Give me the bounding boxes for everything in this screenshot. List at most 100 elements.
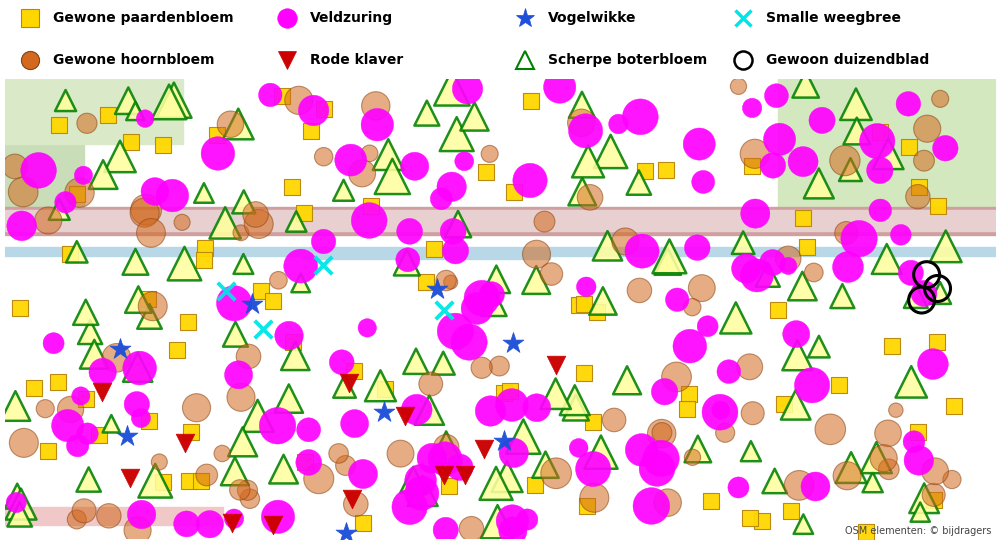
- Point: [690, 243, 706, 252]
- Point: [488, 275, 504, 283]
- Point: [496, 436, 512, 445]
- Point: [839, 472, 855, 480]
- Point: [73, 392, 89, 401]
- Point: [875, 454, 891, 462]
- Point: [797, 80, 813, 89]
- Point: [58, 198, 74, 207]
- Point: [548, 361, 564, 370]
- Point: [359, 324, 375, 332]
- Point: [868, 453, 884, 462]
- Point: [244, 300, 259, 308]
- Point: [265, 296, 281, 305]
- Point: [872, 128, 888, 137]
- Text: Veldzuring: Veldzuring: [310, 11, 393, 25]
- Point: [287, 352, 303, 360]
- Point: [60, 421, 76, 430]
- Point: [748, 209, 763, 218]
- Point: [438, 526, 454, 534]
- Point: [196, 255, 212, 264]
- Point: [869, 137, 885, 145]
- Bar: [778, 79, 996, 208]
- Point: [478, 168, 494, 177]
- Point: [438, 443, 454, 451]
- Point: [908, 292, 924, 300]
- Point: [694, 284, 710, 293]
- Point: [692, 140, 708, 149]
- Point: [528, 276, 544, 285]
- Point: [568, 403, 584, 412]
- Point: [274, 92, 290, 101]
- Point: [137, 208, 153, 217]
- Point: [925, 495, 941, 504]
- Point: [690, 444, 706, 453]
- Point: [13, 500, 29, 508]
- Point: [415, 487, 431, 495]
- Point: [579, 502, 595, 511]
- Point: [787, 401, 803, 409]
- Point: [82, 328, 98, 337]
- Point: [484, 290, 500, 299]
- Point: [338, 528, 354, 537]
- Point: [537, 217, 553, 226]
- Text: Gewone paardenbloem: Gewone paardenbloem: [53, 11, 234, 25]
- Point: [548, 389, 564, 398]
- Point: [384, 172, 400, 181]
- Point: [654, 429, 670, 438]
- Point: [482, 150, 498, 158]
- Point: [179, 520, 195, 528]
- Point: [843, 463, 859, 472]
- Point: [685, 303, 701, 312]
- Point: [712, 408, 728, 417]
- Point: [721, 367, 737, 376]
- Point: [143, 229, 159, 237]
- Point: [925, 360, 941, 369]
- Point: [456, 157, 472, 166]
- Point: [548, 469, 564, 478]
- Point: [682, 342, 698, 351]
- Point: [69, 190, 85, 198]
- Point: [838, 229, 854, 237]
- Point: [937, 144, 953, 152]
- Point: [250, 411, 265, 420]
- Point: [174, 218, 190, 227]
- Point: [262, 91, 278, 99]
- Point: [444, 183, 460, 191]
- Point: [16, 438, 32, 447]
- Point: [76, 507, 92, 515]
- Point: [121, 96, 137, 105]
- Point: [337, 461, 353, 470]
- Point: [123, 474, 139, 482]
- Point: [463, 525, 479, 533]
- Point: [631, 178, 647, 187]
- Point: [770, 306, 786, 315]
- Point: [128, 107, 144, 115]
- Point: [909, 427, 925, 436]
- Point: [408, 357, 424, 366]
- Point: [505, 527, 521, 535]
- Point: [519, 515, 535, 524]
- Point: [879, 255, 895, 263]
- Point: [611, 120, 627, 128]
- Point: [81, 475, 97, 484]
- Point: [40, 446, 56, 455]
- Point: [791, 481, 807, 490]
- Point: [929, 284, 945, 293]
- Point: [795, 520, 811, 528]
- Point: [63, 405, 79, 414]
- Point: [748, 271, 764, 280]
- Point: [805, 268, 821, 277]
- Point: [424, 454, 440, 462]
- Point: [515, 433, 531, 441]
- Point: [31, 166, 47, 175]
- Point: [219, 286, 235, 295]
- Point: [840, 263, 856, 272]
- Point: [461, 338, 477, 346]
- Point: [255, 325, 271, 333]
- Point: [474, 294, 490, 302]
- Point: [916, 156, 932, 165]
- Point: [341, 379, 357, 388]
- Point: [571, 301, 587, 309]
- Point: [450, 220, 466, 229]
- Point: [401, 502, 417, 511]
- Point: [368, 101, 384, 110]
